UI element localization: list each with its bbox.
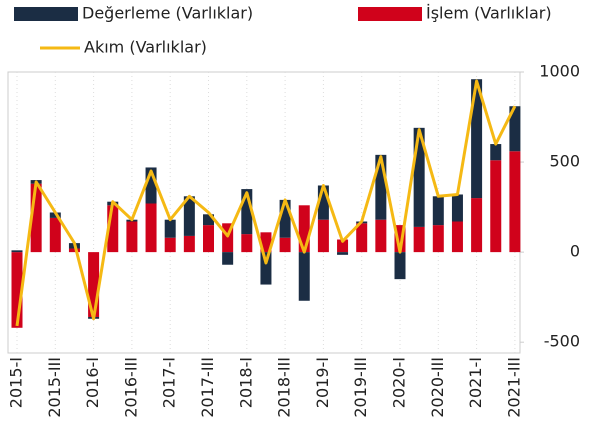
bar bbox=[183, 196, 195, 236]
x-tick-label: 2020-I bbox=[390, 357, 409, 408]
bar bbox=[490, 160, 502, 253]
bar bbox=[317, 219, 329, 253]
line bbox=[15, 79, 517, 327]
x-tick-label: 2018-I bbox=[236, 357, 255, 408]
x-tick-label: 2020-III bbox=[428, 357, 447, 418]
x-tick-label: 2019-III bbox=[351, 357, 370, 418]
x-tick-label: 2017-III bbox=[198, 357, 217, 418]
bar bbox=[451, 194, 463, 222]
bar bbox=[509, 151, 521, 253]
bar bbox=[298, 205, 310, 253]
bar bbox=[471, 79, 483, 199]
bar bbox=[451, 221, 463, 253]
x-tick-label: 2015-III bbox=[45, 357, 64, 418]
x-tick-label: 2021-I bbox=[466, 357, 485, 408]
y-tick-label: -500 bbox=[544, 332, 580, 351]
bar bbox=[126, 221, 138, 253]
x-tick-label: 2018-III bbox=[275, 357, 294, 418]
bar bbox=[394, 252, 406, 280]
y-tick-label: 500 bbox=[549, 152, 580, 171]
bar bbox=[298, 252, 310, 301]
x-tick-label: 2016-III bbox=[121, 357, 140, 418]
bar bbox=[279, 237, 291, 253]
bar bbox=[432, 225, 444, 253]
x-tick-label: 2019-I bbox=[313, 357, 332, 408]
bar bbox=[375, 219, 387, 253]
y-tick-label: 0 bbox=[570, 242, 580, 261]
bar bbox=[279, 199, 291, 238]
bar bbox=[11, 252, 23, 328]
bar bbox=[317, 185, 329, 220]
bar bbox=[471, 198, 483, 253]
legend-label: İşlem (Varlıklar) bbox=[426, 4, 552, 23]
bar bbox=[241, 234, 253, 253]
bar bbox=[30, 183, 42, 253]
bar bbox=[509, 106, 521, 152]
bar bbox=[413, 127, 425, 227]
bar bbox=[337, 239, 349, 253]
bar bbox=[164, 237, 176, 253]
bar bbox=[203, 225, 214, 253]
x-tick-label: 2021-III bbox=[504, 357, 523, 418]
bar bbox=[145, 203, 157, 253]
bar bbox=[145, 167, 157, 204]
bar bbox=[107, 205, 119, 253]
bar bbox=[394, 225, 406, 253]
bar bbox=[260, 232, 272, 253]
legend-swatch bbox=[358, 7, 422, 21]
bar bbox=[11, 250, 23, 253]
bar bbox=[413, 226, 425, 253]
y-tick-label: 1000 bbox=[539, 62, 580, 81]
bar bbox=[49, 217, 61, 253]
bar bbox=[241, 189, 253, 235]
bar bbox=[337, 252, 349, 255]
bar bbox=[183, 235, 195, 253]
legend-label: Akım (Varlıklar) bbox=[84, 38, 207, 57]
x-tick-label: 2015-I bbox=[7, 357, 26, 408]
bar bbox=[222, 223, 234, 253]
bar bbox=[164, 219, 176, 238]
bar bbox=[260, 252, 272, 285]
bar bbox=[490, 144, 502, 161]
bar bbox=[88, 252, 100, 317]
legend-label: Değerleme (Varlıklar) bbox=[82, 4, 253, 23]
x-tick-label: 2017-I bbox=[160, 357, 179, 408]
bar bbox=[432, 196, 444, 226]
bar bbox=[203, 214, 214, 226]
legend-swatch bbox=[14, 7, 78, 21]
bar bbox=[375, 154, 387, 220]
bar bbox=[222, 252, 234, 265]
bar bbox=[356, 223, 368, 253]
x-tick-label: 2016-I bbox=[83, 357, 102, 408]
bar bbox=[68, 248, 80, 253]
